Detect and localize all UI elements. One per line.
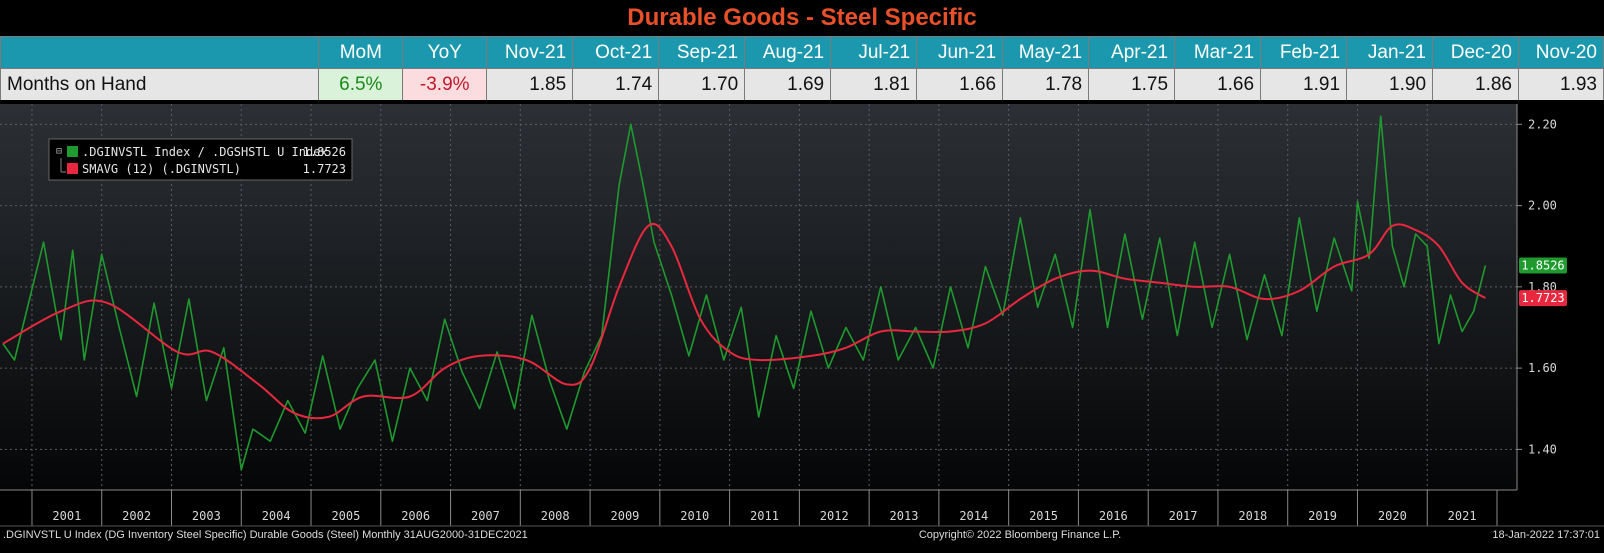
chart-title: Durable Goods - Steel Specific <box>0 0 1604 36</box>
x-tick-label: 2014 <box>959 509 988 523</box>
header-mom: MoM <box>318 36 404 69</box>
mom-value: 6.5% <box>318 68 404 101</box>
gridlines <box>0 104 1517 490</box>
header-month: Mar-21 <box>1174 36 1262 69</box>
month-value: 1.91 <box>1260 68 1348 101</box>
svg-text:⊟: ⊟ <box>56 146 62 157</box>
month-value: 1.78 <box>1002 68 1090 101</box>
header-month: Jan-21 <box>1346 36 1434 69</box>
header-month: Jul-21 <box>830 36 918 69</box>
legend: ⊟ .DGINVSTL Index / .DGSHSTL U Index 1.8… <box>48 138 353 181</box>
x-tick-label: 2003 <box>192 509 221 523</box>
table-header-row: MoM YoY Nov-21 Oct-21 Sep-21 Aug-21 Jul-… <box>0 36 1604 69</box>
value-badges: 1.8526 1.7723 <box>1519 257 1567 307</box>
header-month: Oct-21 <box>572 36 660 69</box>
header-month: Nov-21 <box>486 36 574 69</box>
footer-center: Copyright© 2022 Bloomberg Finance L.P. <box>919 529 1121 541</box>
line-chart: 1.401.601.802.002.20 2001 2002 2003 2004 200… <box>0 100 1604 553</box>
header-month: Aug-21 <box>744 36 832 69</box>
month-value: 1.74 <box>572 68 660 101</box>
header-blank-cell <box>0 36 320 69</box>
series-line-ma <box>2 223 1486 420</box>
ma-value-badge <box>1519 290 1567 307</box>
header-month: Apr-21 <box>1088 36 1176 69</box>
x-tick-label: 2004 <box>262 509 291 523</box>
last-value-badge-text: 1.8526 <box>1521 258 1564 272</box>
x-tick-label: 2016 <box>1099 509 1128 523</box>
x-tick-label: 2010 <box>680 509 709 523</box>
month-value: 1.66 <box>1174 68 1262 101</box>
table-data-row: Months on Hand 6.5% -3.9% 1.85 1.74 1.70… <box>0 68 1604 101</box>
x-tick-label: 2008 <box>541 509 570 523</box>
x-axis: 2001 2002 2003 2004 2005 2006 2007 2008 2009 2010… <box>0 489 1517 526</box>
x-tick-label: 2006 <box>401 509 430 523</box>
last-value-badge <box>1519 257 1567 274</box>
x-tick-label: 2021 <box>1448 509 1477 523</box>
yoy-value: -3.9% <box>402 68 488 101</box>
header-yoy: YoY <box>402 36 488 69</box>
stats-table: MoM YoY Nov-21 Oct-21 Sep-21 Aug-21 Jul-… <box>0 36 1604 101</box>
month-value: 1.85 <box>486 68 574 101</box>
x-tick-label: 2020 <box>1378 509 1407 523</box>
month-value: 1.75 <box>1088 68 1176 101</box>
month-value: 1.81 <box>830 68 918 101</box>
series-layer <box>2 115 1487 471</box>
header-month: Jun-21 <box>916 36 1004 69</box>
x-tick-label: 2012 <box>820 509 849 523</box>
x-tick-label: 2011 <box>750 509 779 523</box>
header-month: Feb-21 <box>1260 36 1348 69</box>
footer-left: .DGINVSTL U Index (DG Inventory Steel Sp… <box>3 529 528 541</box>
y-tick-label: 2.00 <box>1528 199 1557 213</box>
legend-series-value: 1.8526 <box>303 145 346 159</box>
y-tick-label: 2.20 <box>1528 117 1557 131</box>
month-value: 1.66 <box>916 68 1004 101</box>
x-tick-label: 2001 <box>52 509 81 523</box>
x-tick-label: 2019 <box>1308 509 1337 523</box>
legend-series-label: .DGINVSTL Index / .DGSHSTL U Index <box>82 145 328 159</box>
ma-value-badge-text: 1.7723 <box>1521 291 1564 305</box>
legend-ma-label: SMAVG (12) (.DGINVSTL) <box>82 162 241 176</box>
month-value: 1.93 <box>1518 68 1604 101</box>
footer: .DGINVSTL U Index (DG Inventory Steel Sp… <box>0 525 1604 541</box>
header-month: Nov-20 <box>1518 36 1604 69</box>
month-value: 1.86 <box>1432 68 1519 101</box>
month-value: 1.90 <box>1346 68 1434 101</box>
header-month: May-21 <box>1002 36 1090 69</box>
series-line-ratio <box>2 115 1487 471</box>
x-tick-label: 2005 <box>331 509 360 523</box>
x-tick-label: 2013 <box>890 509 919 523</box>
y-tick-label: 1.60 <box>1528 361 1557 375</box>
x-tick-label: 2009 <box>611 509 640 523</box>
x-tick-label: 2015 <box>1029 509 1058 523</box>
x-tick-label: 2017 <box>1169 509 1198 523</box>
legend-ma-value: 1.7723 <box>303 162 346 176</box>
x-tick-label: 2007 <box>471 509 500 523</box>
legend-swatch-series <box>67 146 78 157</box>
y-tick-label: 1.40 <box>1528 442 1557 456</box>
footer-right: 18-Jan-2022 17:37:01 <box>1492 529 1600 541</box>
x-tick-label: 2018 <box>1238 509 1267 523</box>
header-month: Dec-20 <box>1432 36 1519 69</box>
x-tick-label: 2002 <box>122 509 151 523</box>
header-month: Sep-21 <box>658 36 746 69</box>
month-value: 1.69 <box>744 68 832 101</box>
month-value: 1.70 <box>658 68 746 101</box>
row-label: Months on Hand <box>0 68 320 101</box>
legend-swatch-ma <box>67 163 78 174</box>
